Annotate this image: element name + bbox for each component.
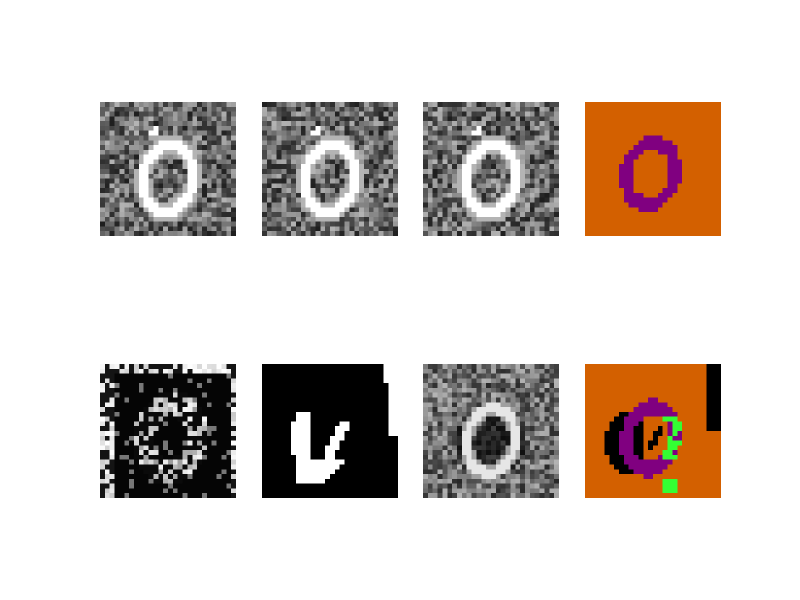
noisy-digit-image [100, 102, 236, 236]
panel-binary-mask [262, 364, 398, 498]
panel-noisy-input-1 [100, 102, 236, 236]
noisy-digit-image [423, 102, 559, 236]
reconstruction-image [423, 364, 559, 498]
segmentation-map-image [585, 102, 721, 236]
binary-mask-image [262, 364, 398, 498]
noise-map-image [100, 364, 236, 498]
panel-reconstruction [423, 364, 559, 498]
panel-segmentation-prediction [585, 364, 721, 498]
panel-segmentation-ground-truth [585, 102, 721, 236]
panel-noisy-input-2 [262, 102, 398, 236]
noisy-digit-image [262, 102, 398, 236]
segmentation-map-image [585, 364, 721, 498]
panel-noisy-input-3 [423, 102, 559, 236]
panel-noise-map [100, 364, 236, 498]
